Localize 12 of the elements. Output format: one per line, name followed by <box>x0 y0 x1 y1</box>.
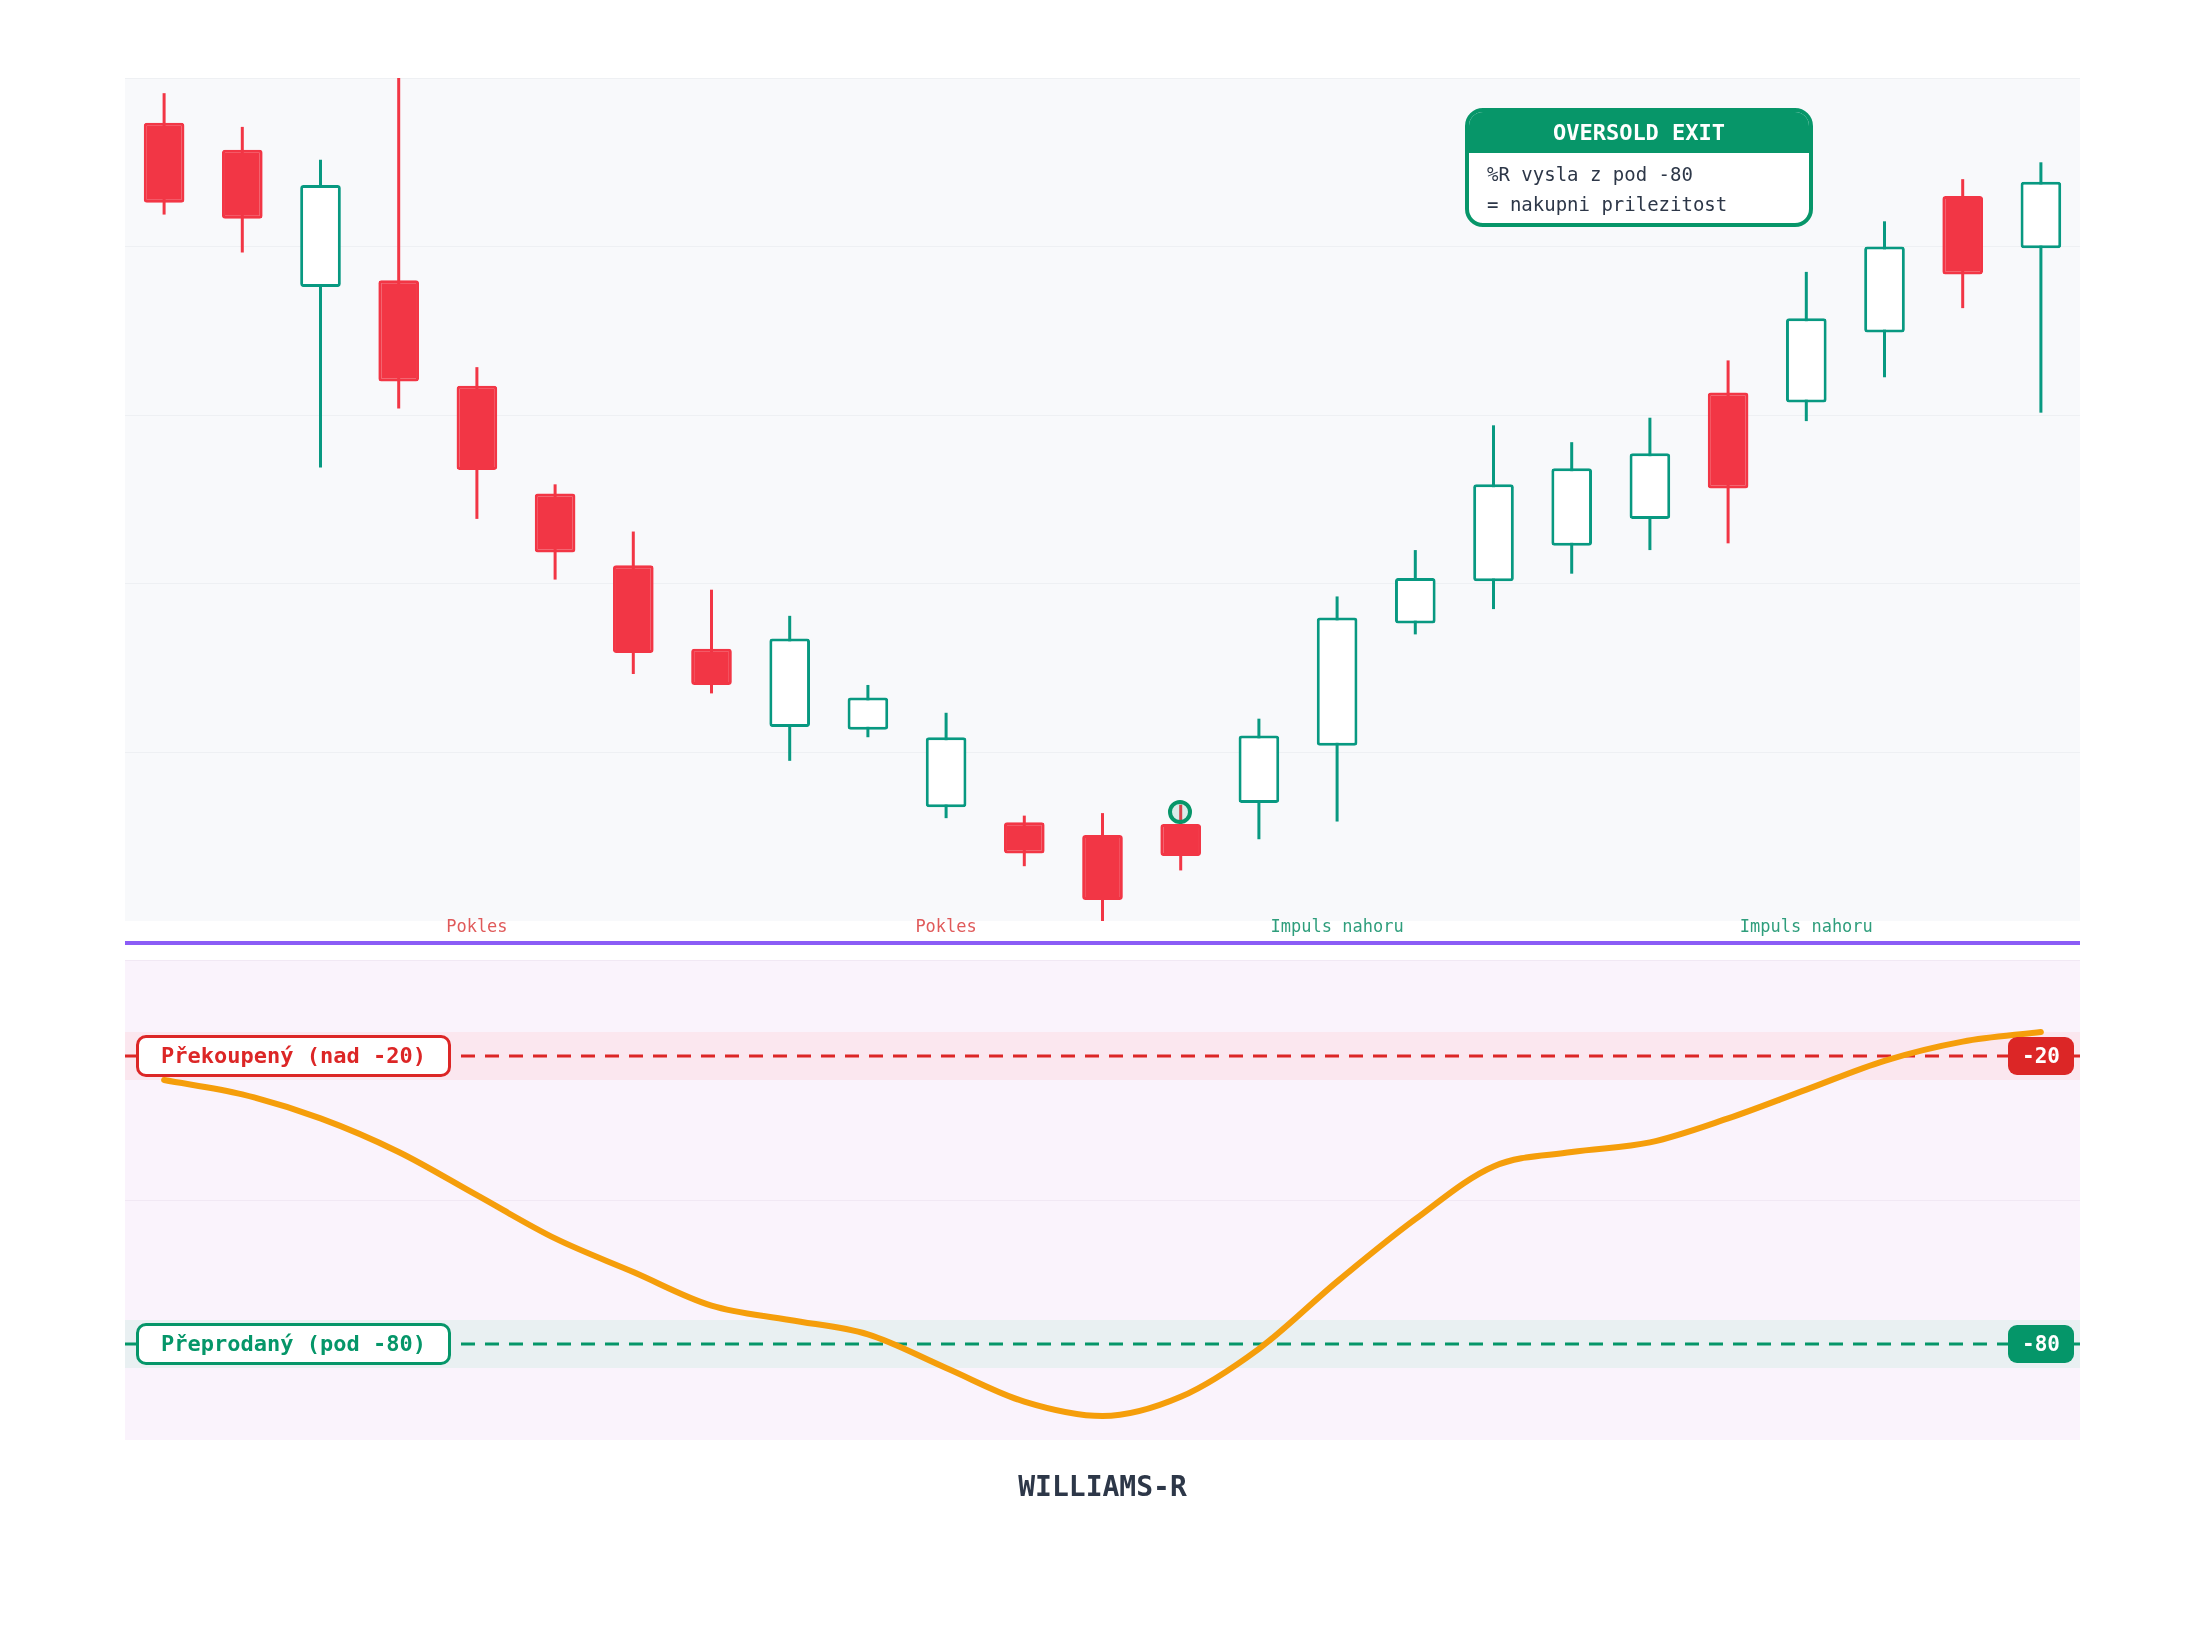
annotation: Impuls nahoru <box>1739 916 1873 936</box>
annotation: Impuls nahoru <box>1270 916 1404 936</box>
ref-line-label: Překoupený (nad -20) <box>136 1035 451 1077</box>
annotation: -20 <box>2008 1037 2074 1075</box>
annotation: Pokles <box>915 916 977 936</box>
callout-box: OVERSOLD EXIT %R vysla z pod -80 = nakupni prilezitost <box>1465 108 1813 227</box>
annotation: Pokles <box>446 916 508 936</box>
ref-line-label: Přeprodaný (pod -80) <box>136 1323 451 1365</box>
annotation: OVERSOLD EXIT <box>1469 112 1809 153</box>
annotation: -80 <box>2008 1325 2074 1363</box>
x-axis-title: WILLIAMS-R <box>1017 1470 1188 1503</box>
annotation: %R vysla z pod -80 = nakupni prilezitost <box>1486 162 1729 217</box>
